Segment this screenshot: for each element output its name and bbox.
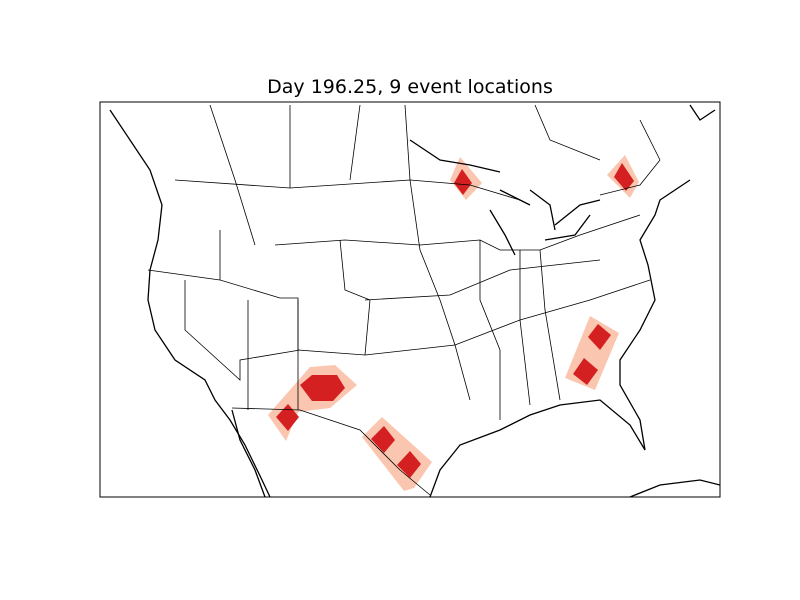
event-core — [573, 358, 598, 385]
event-core — [588, 324, 611, 350]
event-core — [300, 375, 345, 401]
event-core — [397, 451, 421, 478]
event-core — [276, 404, 299, 431]
event-core — [614, 163, 634, 191]
event-core — [454, 169, 472, 195]
event-cores — [276, 163, 634, 478]
event-core — [371, 426, 395, 453]
borders — [147, 104, 661, 496]
map-frame — [99, 101, 721, 498]
event-halo-tx — [362, 417, 432, 491]
event-halos — [268, 155, 639, 491]
map-title: Day 196.25, 9 event locations — [267, 76, 553, 98]
event-halo-se — [565, 316, 619, 390]
